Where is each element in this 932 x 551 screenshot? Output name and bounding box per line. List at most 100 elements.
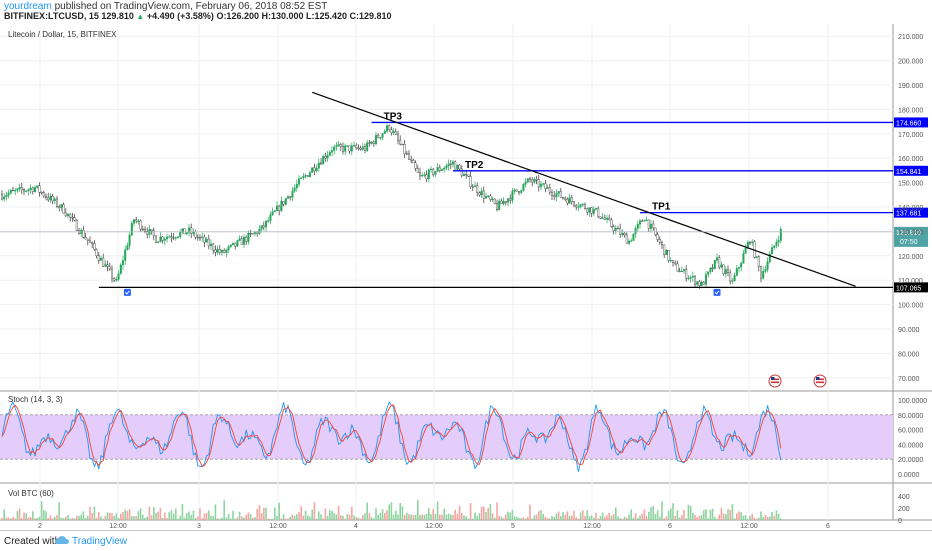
price-value: 129.810 (101, 11, 134, 21)
candle-body (408, 153, 411, 160)
volume-bar (527, 516, 529, 520)
volume-bar (718, 514, 720, 520)
candle-body (298, 178, 301, 185)
volume-bar (285, 518, 287, 520)
volume-bar (423, 514, 426, 520)
candle-body (436, 167, 439, 172)
volume-bar (397, 514, 399, 520)
candle-body (705, 274, 708, 285)
volume-bar (337, 506, 340, 520)
volume-bar (425, 513, 428, 520)
candle-body (434, 171, 437, 175)
candle-body (584, 204, 587, 209)
candle-body (612, 226, 615, 231)
candle-body (390, 129, 393, 133)
volume-bar (23, 512, 25, 520)
time-tick-label: 4 (354, 523, 358, 530)
level-price-badge-text: 137.681 (896, 211, 921, 218)
volume-bar (610, 515, 613, 520)
candle-body (326, 154, 329, 159)
volume-bar (84, 517, 87, 520)
volume-bar (379, 512, 382, 520)
candle-body (757, 256, 760, 267)
volume-bar (236, 517, 239, 520)
tradingview-link[interactable]: TradingView (72, 536, 128, 547)
candle-body (344, 145, 347, 152)
volume-bar (623, 516, 626, 520)
volume-bar (278, 502, 280, 520)
volume-bar (373, 518, 375, 520)
candle-body (399, 139, 402, 145)
volume-bar (709, 509, 712, 520)
candle-body (265, 220, 268, 228)
volume-bar (511, 509, 514, 520)
volume-bar (700, 514, 703, 520)
author-link[interactable]: yourdream (4, 1, 52, 12)
candle-body (293, 187, 296, 192)
vol-pane-title: Vol BTC (60) (8, 489, 54, 498)
volume-bar (478, 513, 481, 520)
volume-bar (5, 517, 8, 520)
candle-body (722, 264, 725, 274)
candle-body (401, 143, 404, 146)
candle-body (474, 185, 477, 188)
candles (1, 124, 782, 289)
flag-stripe (816, 378, 824, 381)
volume-bar (309, 516, 311, 520)
volume-bar (238, 511, 241, 520)
candle-body (225, 249, 228, 253)
volume-bar (648, 511, 650, 520)
volume-bar (518, 518, 520, 520)
volume-bar (540, 510, 542, 520)
volume-bar (443, 508, 445, 520)
time-tick-label: 12:00 (740, 523, 758, 530)
candle-body (394, 131, 397, 135)
candle-body (568, 197, 571, 204)
volume-bar (254, 517, 256, 520)
candle-body (764, 269, 767, 272)
price-tick-label: 140.000 (898, 205, 923, 212)
flag-stripe (771, 378, 779, 381)
volume-bar (414, 514, 417, 520)
volume-bar (711, 508, 714, 520)
candle-body (187, 227, 190, 233)
us-flag-icon[interactable] (768, 374, 782, 388)
volume-bar (403, 514, 406, 520)
volume-bar (593, 517, 595, 520)
volume-bar (685, 518, 687, 520)
candle-body (645, 219, 648, 221)
candle-body (471, 186, 474, 188)
flag-canton (816, 377, 820, 380)
volume-bar (564, 514, 566, 520)
volume-bar (689, 505, 692, 520)
volume-bar (736, 513, 738, 520)
time-tick-label: 6 (668, 523, 672, 530)
candle-body (511, 190, 514, 201)
volume-bar (703, 510, 705, 520)
volume-bar (106, 512, 109, 520)
candle-body (575, 205, 578, 208)
candle-body (161, 236, 164, 241)
volume-bar (483, 506, 485, 520)
candle-body (628, 240, 631, 244)
candle-body (709, 267, 712, 272)
checkbox-tick (714, 290, 720, 295)
candle-body (665, 249, 668, 255)
volume-bar (179, 515, 181, 520)
volume-bar (652, 505, 654, 520)
candle-body (99, 257, 102, 261)
candle-body (672, 260, 675, 263)
candle-body (551, 191, 554, 196)
candle-body (636, 223, 639, 229)
stoch-tick-label: 40.0000 (898, 442, 923, 449)
change-up-icon: ▲ (136, 12, 145, 21)
volume-bar (628, 514, 630, 520)
candle-body (689, 277, 692, 279)
volume-bar (601, 512, 604, 520)
us-flag-icon[interactable] (813, 374, 827, 388)
candle-body (375, 135, 378, 144)
volume-bar (357, 517, 360, 520)
last-price-badge (894, 226, 928, 247)
chart-canvas[interactable]: TP3 174.660 TP2 154.841 TP1 137.681 107.065 129… (0, 0, 932, 530)
candle-body (423, 174, 426, 176)
